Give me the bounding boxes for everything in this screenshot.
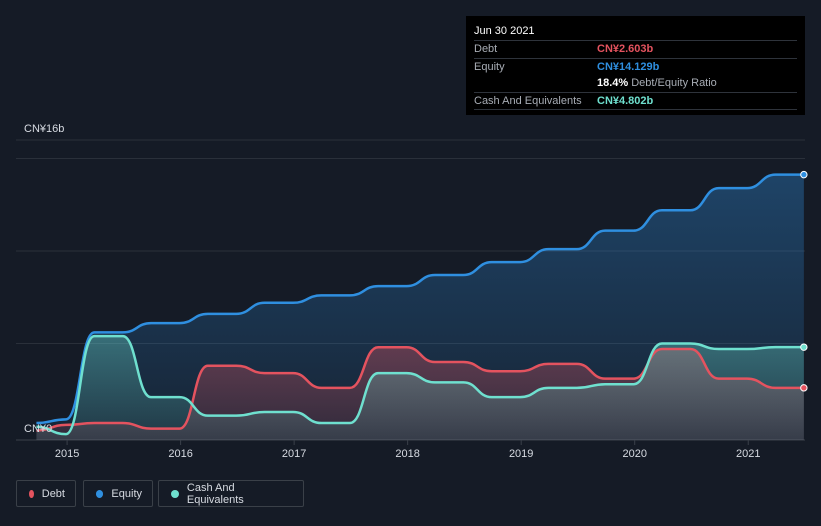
- tooltip-equity-row: Equity CN¥14.129b: [474, 59, 797, 76]
- cash-end-point: [800, 343, 808, 351]
- cash-area: [36, 336, 804, 440]
- tooltip-debt-label: Debt: [474, 43, 498, 55]
- equity-end-point: [800, 170, 808, 179]
- legend-item-cash[interactable]: Cash And Equivalents: [158, 480, 304, 507]
- legend-equity-label: Equity: [111, 487, 142, 500]
- tooltip-ratio-label: Debt/Equity Ratio: [631, 77, 717, 89]
- x-axis-ticks: 2015 2016 2017 2018 2019 2020 2021: [55, 440, 760, 460]
- tooltip-equity-label: Equity: [474, 60, 505, 73]
- tooltip-date: Jun 30 2021: [474, 24, 797, 41]
- tooltip-ratio-value: 18.4%: [597, 77, 629, 89]
- equity-line: [36, 173, 804, 425]
- debt-line: [36, 345, 804, 432]
- tooltip-debt-value: CN¥2.603b: [597, 43, 654, 55]
- x-tick-label-2017: 2017: [282, 448, 306, 460]
- equity-legend-dot-icon: [96, 489, 104, 498]
- debt-legend-dot-icon: [29, 489, 34, 498]
- x-tick-label-2016: 2016: [168, 448, 192, 460]
- y-axis-bottom-label: CN¥0: [24, 423, 52, 435]
- data-tooltip: Jun 30 2021 Debt CN¥2.603b Equity CN¥14.…: [466, 16, 805, 115]
- legend-item-debt[interactable]: Debt: [16, 480, 76, 507]
- legend-item-equity[interactable]: Equity: [83, 480, 153, 507]
- tooltip-ratio-row: 18.4% Debt/Equity Ratio: [474, 75, 797, 93]
- cash-legend-dot-icon: [171, 489, 179, 498]
- tooltip-cash-label: Cash And Equivalents: [474, 94, 582, 107]
- x-tick-label-2021: 2021: [736, 448, 760, 460]
- legend-cash-label: Cash And Equivalents: [186, 481, 244, 506]
- series-lines: [36, 173, 804, 436]
- x-tick-label-2018: 2018: [395, 448, 419, 460]
- series-end-markers: [800, 170, 808, 392]
- tooltip-debt-row: Debt CN¥2.603b: [474, 41, 797, 59]
- tooltip-cash-value: CN¥4.802b: [597, 94, 654, 107]
- legend-debt-label: Debt: [41, 487, 65, 500]
- debt-end-point: [800, 384, 808, 392]
- x-tick-label-2020: 2020: [622, 448, 646, 460]
- y-axis-top-label: CN¥16b: [24, 123, 64, 135]
- cash-line: [36, 334, 804, 436]
- x-tick-label-2015: 2015: [55, 448, 79, 460]
- tooltip-cash-row: Cash And Equivalents CN¥4.802b: [474, 93, 797, 110]
- tooltip-equity-value: CN¥14.129b: [597, 60, 660, 73]
- x-tick-label-2019: 2019: [509, 448, 533, 460]
